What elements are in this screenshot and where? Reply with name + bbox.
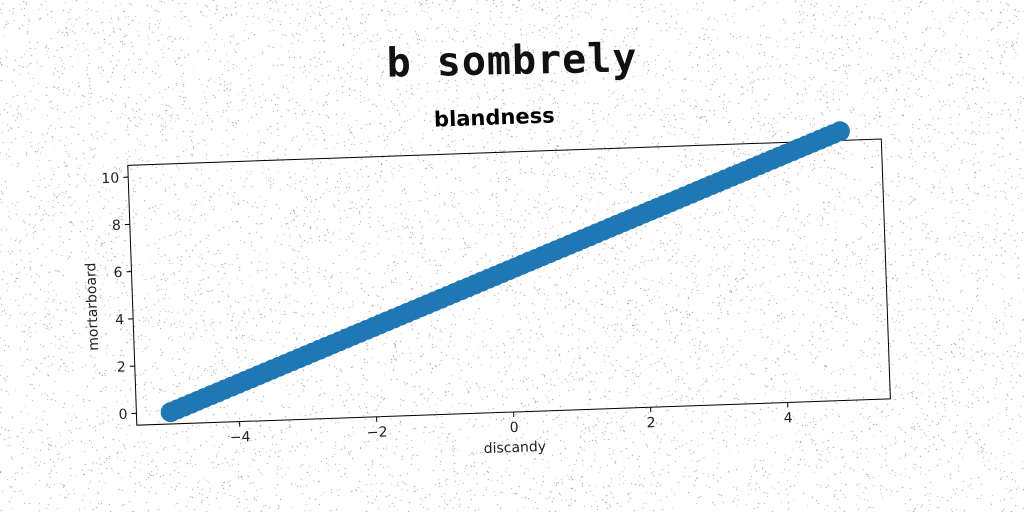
data-points [160,121,850,423]
y-tick-label: 6 [113,265,123,281]
x-tick-label: −4 [230,429,251,446]
y-tick-label: 0 [118,407,127,423]
y-axis-label: mortarboard [83,262,102,351]
x-axis-ticks: −4 −2 0 2 4 [230,402,793,446]
data-point [829,121,850,142]
x-tick-label: 4 [783,410,793,426]
chart-title: blandness [434,103,555,131]
x-axis-label: discandy [483,439,546,457]
x-tick-label: −2 [367,424,388,441]
y-tick-label: 4 [115,312,125,328]
x-tick-label: 2 [646,415,655,431]
y-tick-label: 2 [117,359,126,375]
y-tick-label: 8 [112,218,121,234]
y-tick-label: 10 [101,170,119,187]
y-axis-ticks: 0 2 4 6 8 10 [101,170,137,423]
x-tick-label: 0 [509,420,518,436]
